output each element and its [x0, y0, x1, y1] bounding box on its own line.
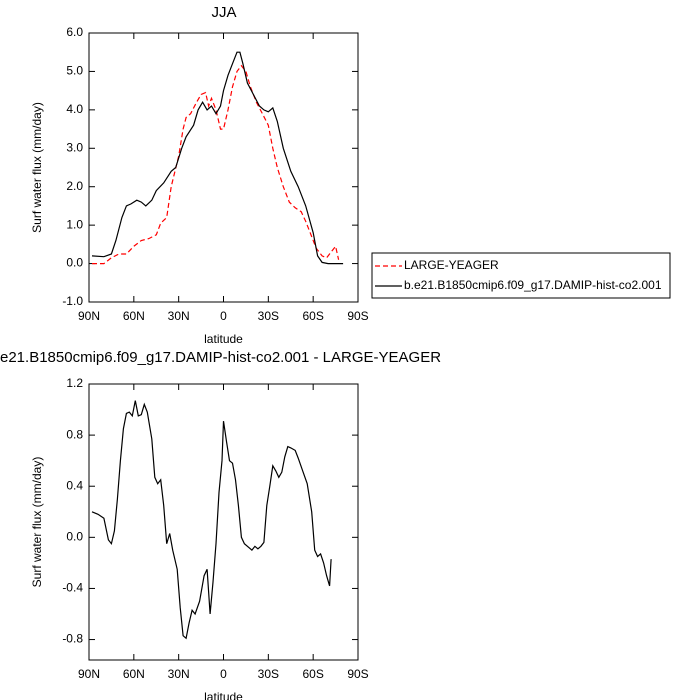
x-tick-label: 0 — [220, 667, 227, 681]
y-tick-label: -0.4 — [62, 581, 83, 595]
legend-label: LARGE-YEAGER — [404, 258, 499, 272]
x-tick-label: 60S — [302, 309, 323, 323]
plot-frame — [88, 383, 359, 661]
x-tick-label: 90S — [347, 309, 368, 323]
y-tick-label: 6.0 — [66, 25, 83, 39]
x-axis-label: latitude — [204, 690, 243, 700]
plot-frame — [88, 32, 359, 303]
x-tick-label: 30S — [258, 667, 279, 681]
x-tick-label: 90N — [78, 667, 100, 681]
y-tick-label: -1.0 — [62, 294, 83, 308]
chart-title: JJA — [211, 4, 236, 21]
y-tick-label: 3.0 — [66, 140, 83, 154]
x-tick-label: 90S — [347, 667, 368, 681]
x-tick-label: 60S — [302, 667, 323, 681]
y-tick-label: 4.0 — [66, 102, 83, 116]
x-tick-label: 0 — [220, 309, 227, 323]
x-tick-label: 30N — [168, 309, 190, 323]
y-tick-label: 0.4 — [66, 478, 83, 492]
y-tick-label: 1.2 — [66, 376, 83, 390]
y-tick-label: 0.0 — [66, 530, 83, 544]
data-line — [91, 51, 344, 265]
y-tick-label: 5.0 — [66, 64, 83, 78]
y-tick-label: 2.0 — [66, 179, 83, 193]
y-tick-label: 1.0 — [66, 217, 83, 231]
y-tick-label: 0.0 — [66, 256, 83, 270]
data-line — [91, 400, 332, 640]
legend-box — [371, 252, 671, 299]
x-tick-label: 30S — [258, 309, 279, 323]
chart-title: e21.B1850cmip6.f09_g17.DAMIP-hist-co2.00… — [0, 349, 441, 366]
x-tick-label: 90N — [78, 309, 100, 323]
data-line — [92, 64, 340, 265]
y-tick-label: 0.8 — [66, 427, 83, 441]
legend-label: b.e21.B1850cmip6.f09_g17.DAMIP-hist-co2.… — [404, 278, 662, 292]
x-tick-label: 60N — [123, 309, 145, 323]
x-tick-label: 30N — [168, 667, 190, 681]
y-tick-label: -0.8 — [62, 632, 83, 646]
x-tick-label: 60N — [123, 667, 145, 681]
x-axis-label: latitude — [204, 332, 243, 346]
y-axis-label: Surf water flux (mm/day) — [30, 457, 44, 588]
y-axis-label: Surf water flux (mm/day) — [30, 102, 44, 233]
